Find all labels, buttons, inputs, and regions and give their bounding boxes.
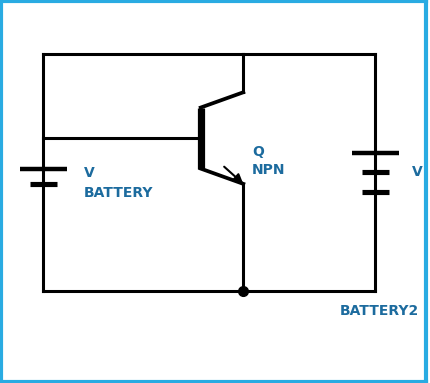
- Text: Q
NPN: Q NPN: [252, 145, 286, 177]
- Text: BATTERY2: BATTERY2: [340, 304, 419, 318]
- Text: BATTERY: BATTERY: [84, 186, 153, 200]
- Text: V: V: [412, 165, 422, 179]
- Text: V: V: [84, 166, 95, 180]
